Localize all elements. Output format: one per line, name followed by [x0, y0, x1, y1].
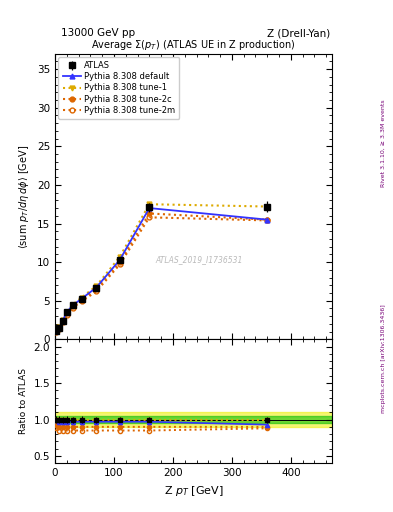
Line: Pythia 8.308 tune-2c: Pythia 8.308 tune-2c — [54, 211, 270, 333]
Y-axis label: $\langle$sum $p_T/d\eta\, d\phi\rangle$ [GeV]: $\langle$sum $p_T/d\eta\, d\phi\rangle$ … — [17, 144, 31, 248]
Pythia 8.308 tune-1 — [265, 203, 270, 209]
Pythia 8.308 default — [57, 325, 62, 331]
Pythia 8.308 tune-2m — [79, 298, 84, 305]
Title: Average $\Sigma(p_T)$ (ATLAS UE in Z production): Average $\Sigma(p_T)$ (ATLAS UE in Z pro… — [91, 38, 296, 52]
Pythia 8.308 tune-2c — [265, 217, 270, 223]
Pythia 8.308 tune-2c — [54, 328, 59, 334]
Text: 13000 GeV pp: 13000 GeV pp — [61, 28, 135, 38]
Y-axis label: Ratio to ATLAS: Ratio to ATLAS — [19, 368, 28, 434]
Pythia 8.308 tune-2c — [57, 325, 62, 331]
Pythia 8.308 tune-1 — [147, 201, 152, 207]
Pythia 8.308 tune-2c — [79, 297, 84, 303]
Pythia 8.308 default — [265, 217, 270, 223]
Pythia 8.308 tune-2m — [265, 218, 270, 224]
Line: Pythia 8.308 tune-2m: Pythia 8.308 tune-2m — [54, 215, 270, 334]
Pythia 8.308 tune-2m — [94, 288, 99, 294]
Pythia 8.308 tune-2c — [94, 286, 99, 292]
Pythia 8.308 default — [79, 295, 84, 302]
Line: Pythia 8.308 tune-1: Pythia 8.308 tune-1 — [54, 202, 270, 333]
Bar — [55, 416, 332, 423]
Bar — [55, 412, 332, 427]
Pythia 8.308 tune-2m — [64, 311, 69, 317]
Pythia 8.308 tune-2c — [118, 259, 122, 265]
Text: ATLAS_2019_I1736531: ATLAS_2019_I1736531 — [155, 255, 243, 264]
Pythia 8.308 tune-2m — [147, 214, 152, 220]
Pythia 8.308 tune-2m — [118, 261, 122, 267]
Pythia 8.308 default — [70, 302, 75, 308]
Pythia 8.308 tune-2c — [64, 310, 69, 316]
Pythia 8.308 tune-2c — [70, 303, 75, 309]
Pythia 8.308 tune-1 — [61, 317, 65, 324]
Pythia 8.308 tune-1 — [64, 309, 69, 315]
Text: mcplots.cern.ch [arXiv:1306.3436]: mcplots.cern.ch [arXiv:1306.3436] — [381, 304, 386, 413]
Line: Pythia 8.308 default: Pythia 8.308 default — [54, 206, 270, 333]
Pythia 8.308 default — [94, 285, 99, 291]
Legend: ATLAS, Pythia 8.308 default, Pythia 8.308 tune-1, Pythia 8.308 tune-2c, Pythia 8: ATLAS, Pythia 8.308 default, Pythia 8.30… — [58, 57, 180, 119]
Text: Z (Drell-Yan): Z (Drell-Yan) — [267, 28, 330, 38]
Text: Rivet 3.1.10, ≥ 3.3M events: Rivet 3.1.10, ≥ 3.3M events — [381, 99, 386, 187]
X-axis label: Z $p_T$ [GeV]: Z $p_T$ [GeV] — [164, 484, 223, 498]
Pythia 8.308 default — [64, 309, 69, 315]
Pythia 8.308 tune-1 — [57, 324, 62, 330]
Pythia 8.308 tune-1 — [79, 294, 84, 301]
Pythia 8.308 tune-2c — [61, 318, 65, 325]
Pythia 8.308 default — [147, 205, 152, 211]
Pythia 8.308 tune-1 — [94, 283, 99, 289]
Pythia 8.308 tune-1 — [118, 253, 122, 260]
Pythia 8.308 default — [118, 257, 122, 263]
Pythia 8.308 default — [61, 317, 65, 324]
Pythia 8.308 tune-2m — [54, 329, 59, 335]
Pythia 8.308 tune-1 — [54, 328, 59, 334]
Pythia 8.308 tune-2m — [61, 319, 65, 325]
Pythia 8.308 tune-2m — [57, 326, 62, 332]
Pythia 8.308 tune-2m — [70, 305, 75, 311]
Pythia 8.308 default — [54, 328, 59, 334]
Pythia 8.308 tune-2c — [147, 210, 152, 217]
Pythia 8.308 tune-1 — [70, 302, 75, 308]
